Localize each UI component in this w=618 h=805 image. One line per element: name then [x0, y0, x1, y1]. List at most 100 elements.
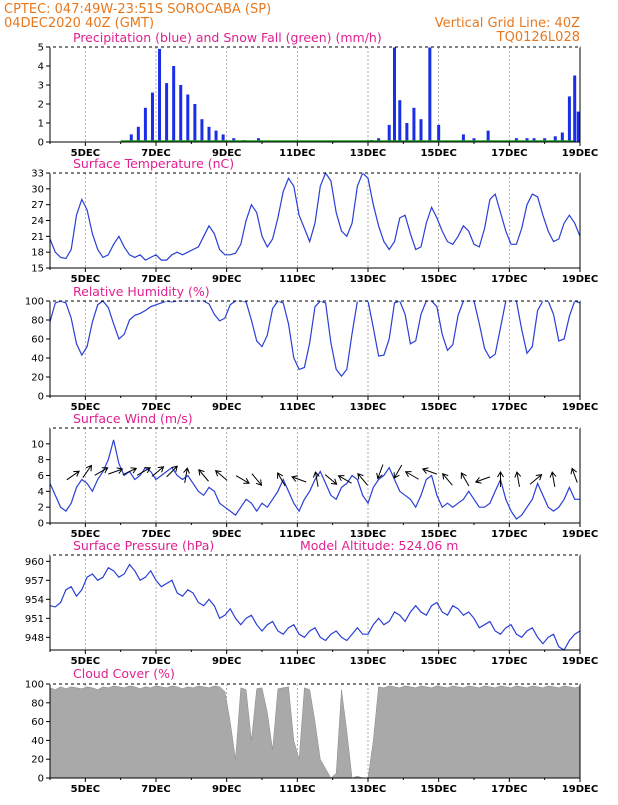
- precip-bar: [532, 138, 536, 142]
- precip-bar: [412, 107, 416, 142]
- panel-humidity: Relative Humidity (%) 0 20 40 60 80 100 5DEC 7D…: [25, 284, 598, 413]
- wind-arrow: [357, 472, 368, 486]
- humidity-xtick-label: 11DEC: [279, 402, 315, 413]
- precip-bar: [193, 104, 197, 142]
- temperature-xtick-label: 13DEC: [350, 274, 386, 285]
- precip-bar: [393, 47, 396, 142]
- wind-ytick-label: 0: [38, 519, 44, 530]
- cloud-ytick-label: 20: [31, 755, 44, 766]
- cloud-ytick-label: 0: [38, 774, 44, 785]
- precip-bar: [405, 123, 409, 142]
- cloud-xtick-label: 15DEC: [420, 784, 456, 795]
- model-altitude: Model Altitude: 524.06 m: [300, 538, 458, 553]
- pressure-xtick-label: 11DEC: [279, 656, 315, 667]
- precip-bar: [232, 138, 236, 142]
- panel-cloud-cover: Cloud Cover (%) 0 20 40 60 80 100 5DEC 7DEC 9DEC…: [25, 666, 598, 795]
- pressure-xtick-label: 13DEC: [350, 656, 386, 667]
- cloud-ytick-label: 60: [31, 717, 44, 728]
- cloud-xtick-label: 9DEC: [212, 784, 241, 795]
- precip-bar: [553, 136, 557, 142]
- header-grid-note: Vertical Grid Line: 40Z: [435, 16, 580, 31]
- panel-wind: Surface Wind (m/s) 0 2 4 6 8 10 5DEC 7DEC 9DEC 11…: [31, 411, 598, 540]
- precip-bar: [398, 100, 402, 142]
- temperature-xtick-label: 5DEC: [71, 274, 100, 285]
- precip-frame: [49, 46, 581, 143]
- wind-arrow: [82, 464, 92, 478]
- precip-bar: [207, 126, 211, 142]
- wind-arrow: [183, 467, 190, 483]
- pressure-xtick-label: 17DEC: [491, 656, 527, 667]
- temperature-xtick-label: 11DEC: [279, 274, 315, 285]
- wind-series-line: [49, 439, 580, 520]
- wind-arrow: [122, 467, 138, 476]
- humidity-ytick-label: 20: [31, 373, 44, 384]
- precip-bar: [158, 48, 162, 142]
- pressure-frame: [49, 554, 581, 651]
- cloud-ytick-label: 100: [25, 680, 44, 691]
- pressure-ytick-label: 948: [25, 633, 44, 644]
- humidity-ytick-label: 0: [38, 392, 44, 403]
- precip-bar: [143, 107, 147, 142]
- humidity-xtick-label: 5DEC: [71, 402, 100, 413]
- wind-arrow: [337, 475, 352, 484]
- precip-xtick-label: 9DEC: [212, 148, 241, 159]
- precip-xtick-label: 5DEC: [71, 148, 100, 159]
- precip-bar: [567, 96, 571, 142]
- precip-xtick-label: 11DEC: [279, 148, 315, 159]
- wind-arrow: [497, 470, 504, 487]
- precip-bar: [525, 138, 529, 142]
- cloud-xtick-label: 11DEC: [279, 784, 315, 795]
- cloud-xtick-label: 7DEC: [141, 784, 170, 795]
- panel-temperature: Surface Temperature (nC) 15 18 21 24 27 30 33 5…: [31, 156, 598, 285]
- cloud-xtick-label: 5DEC: [71, 784, 100, 795]
- pressure-ytick-label: 957: [25, 576, 44, 587]
- precip-bar: [419, 119, 423, 142]
- panel-pressure: Surface Pressure (hPa) Model Altitude: 5…: [25, 538, 598, 667]
- wind-xtick-label: 15DEC: [420, 529, 456, 540]
- precip-bar: [150, 92, 154, 142]
- header-station: CPTEC: 047:49W-23:51S SOROCABA (SP): [4, 2, 271, 17]
- precip-bar: [256, 138, 260, 142]
- wind-arrow: [108, 467, 124, 475]
- temperature-ytick-label: 24: [31, 216, 44, 227]
- wind-arrow: [166, 465, 178, 478]
- wind-arrow: [198, 469, 209, 482]
- temperature-ytick-label: 30: [31, 184, 44, 195]
- precip-bar: [461, 134, 465, 142]
- temperature-xtick-label: 17DEC: [491, 274, 527, 285]
- temperature-ytick-label: 18: [31, 248, 44, 259]
- wind-arrow: [291, 475, 307, 483]
- precip-bar: [576, 111, 580, 142]
- wind-xtick-label: 19DEC: [562, 529, 598, 540]
- cloud-xtick-label: 17DEC: [491, 784, 527, 795]
- wind-xtick-label: 13DEC: [350, 529, 386, 540]
- temperature-xtick-label: 19DEC: [562, 274, 598, 285]
- header-run-time: 04DEC2020 40Z (GMT): [4, 16, 154, 31]
- wind-arrow: [376, 464, 384, 480]
- temperature-title: Surface Temperature (nC): [73, 156, 234, 171]
- wind-arrow: [214, 470, 228, 481]
- pressure-xtick-label: 9DEC: [212, 656, 241, 667]
- pressure-xtick-label: 5DEC: [71, 656, 100, 667]
- wind-arrow: [549, 471, 557, 487]
- precip-xtick-label: 7DEC: [141, 148, 170, 159]
- precip-bar: [221, 134, 225, 142]
- wind-ytick-label: 10: [31, 439, 44, 450]
- wind-arrow: [570, 467, 578, 483]
- wind-arrow: [404, 471, 419, 480]
- precip-bar: [129, 134, 133, 142]
- humidity-frame: [49, 300, 581, 397]
- wind-arrow: [277, 472, 286, 487]
- wind-arrow: [324, 474, 338, 485]
- cloud-xtick-label: 19DEC: [562, 784, 598, 795]
- wind-xtick-label: 17DEC: [491, 529, 527, 540]
- humidity-xtick-label: 9DEC: [212, 402, 241, 413]
- cloud-title: Cloud Cover (%): [73, 666, 175, 681]
- wind-arrow: [529, 474, 543, 485]
- wind-arrow: [474, 476, 491, 484]
- precip-bar: [136, 126, 140, 142]
- humidity-series-line: [49, 300, 581, 378]
- wind-ytick-label: 6: [38, 471, 44, 482]
- wind-arrow: [235, 475, 250, 484]
- wind-ytick-label: 2: [38, 503, 44, 514]
